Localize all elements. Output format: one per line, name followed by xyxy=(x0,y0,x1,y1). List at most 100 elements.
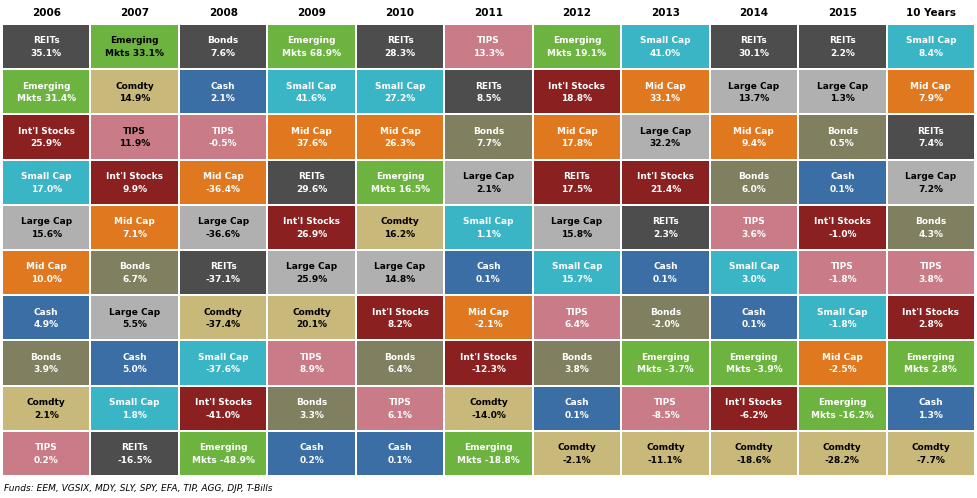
Text: 5.5%: 5.5% xyxy=(122,320,148,329)
Text: 20.1%: 20.1% xyxy=(296,320,327,329)
Text: REITs: REITs xyxy=(475,82,502,91)
Text: Funds: EEM, VGSIX, MDY, SLY, SPY, EFA, TIP, AGG, DJP, T-Bills: Funds: EEM, VGSIX, MDY, SLY, SPY, EFA, T… xyxy=(4,484,273,493)
Bar xyxy=(887,251,974,294)
Text: Int'l Stocks: Int'l Stocks xyxy=(903,308,959,317)
Bar xyxy=(180,251,267,294)
Text: Bonds: Bonds xyxy=(739,172,770,181)
Text: Cash: Cash xyxy=(299,443,324,452)
Text: 13.3%: 13.3% xyxy=(473,49,504,58)
Text: Comdty: Comdty xyxy=(558,443,596,452)
Bar xyxy=(710,70,797,114)
Bar xyxy=(3,296,90,340)
Text: -36.4%: -36.4% xyxy=(205,185,240,194)
Text: Small Cap: Small Cap xyxy=(198,353,248,362)
Bar xyxy=(180,432,267,475)
Bar xyxy=(446,432,531,475)
Text: TIPS: TIPS xyxy=(654,398,677,407)
Text: Large Cap: Large Cap xyxy=(197,217,249,226)
Bar xyxy=(533,386,620,430)
Text: 1.3%: 1.3% xyxy=(829,94,855,103)
Text: 2008: 2008 xyxy=(209,8,237,18)
Text: 25.9%: 25.9% xyxy=(30,139,62,148)
Bar xyxy=(622,296,708,340)
Text: 15.7%: 15.7% xyxy=(562,275,593,284)
Text: -41.0%: -41.0% xyxy=(206,411,240,420)
Text: Mid Cap: Mid Cap xyxy=(822,353,863,362)
Text: Mid Cap: Mid Cap xyxy=(25,262,66,271)
Bar xyxy=(269,206,355,249)
Text: Mid Cap: Mid Cap xyxy=(114,217,155,226)
Text: REITs: REITs xyxy=(387,36,413,45)
Text: REITs: REITs xyxy=(33,36,60,45)
Text: -37.4%: -37.4% xyxy=(205,320,240,329)
Text: Cash: Cash xyxy=(34,308,59,317)
Text: Int'l Stocks: Int'l Stocks xyxy=(18,127,74,136)
Bar xyxy=(180,160,267,204)
Bar xyxy=(799,70,885,114)
Text: Comdty: Comdty xyxy=(823,443,862,452)
Text: 2.3%: 2.3% xyxy=(653,230,678,239)
Text: 14.8%: 14.8% xyxy=(384,275,415,284)
Text: -6.2%: -6.2% xyxy=(740,411,768,420)
Text: 18.8%: 18.8% xyxy=(562,94,592,103)
Text: TIPS: TIPS xyxy=(919,262,942,271)
Text: 35.1%: 35.1% xyxy=(30,49,62,58)
Text: Small Cap: Small Cap xyxy=(729,262,779,271)
Text: Int'l Stocks: Int'l Stocks xyxy=(283,217,340,226)
Text: Emerging: Emerging xyxy=(641,353,690,362)
Text: 2013: 2013 xyxy=(651,8,680,18)
Text: TIPS: TIPS xyxy=(743,217,765,226)
Bar xyxy=(92,206,178,249)
Text: TIPS: TIPS xyxy=(35,443,58,452)
Bar xyxy=(887,206,974,249)
Text: 28.3%: 28.3% xyxy=(385,49,415,58)
Bar xyxy=(887,25,974,68)
Text: 16.2%: 16.2% xyxy=(385,230,415,239)
Bar xyxy=(533,206,620,249)
Text: TIPS: TIPS xyxy=(831,262,854,271)
Text: Mkts -3.7%: Mkts -3.7% xyxy=(637,366,694,374)
Text: 6.4%: 6.4% xyxy=(388,366,412,374)
Text: Large Cap: Large Cap xyxy=(21,217,71,226)
Text: Mid Cap: Mid Cap xyxy=(911,82,952,91)
Text: 0.1%: 0.1% xyxy=(388,456,412,465)
Bar xyxy=(446,25,531,68)
Bar xyxy=(3,70,90,114)
Bar xyxy=(622,251,708,294)
Text: 2015: 2015 xyxy=(828,8,857,18)
Bar xyxy=(533,432,620,475)
Text: 14.9%: 14.9% xyxy=(119,94,150,103)
Text: 2010: 2010 xyxy=(386,8,414,18)
Bar xyxy=(887,160,974,204)
Bar xyxy=(269,160,355,204)
Text: Large Cap: Large Cap xyxy=(463,172,514,181)
Text: 2012: 2012 xyxy=(563,8,591,18)
Text: REITs: REITs xyxy=(564,172,590,181)
Text: 0.1%: 0.1% xyxy=(829,185,855,194)
Text: 2014: 2014 xyxy=(740,8,769,18)
Text: 2.2%: 2.2% xyxy=(829,49,855,58)
Text: Bonds: Bonds xyxy=(827,127,858,136)
Text: Emerging: Emerging xyxy=(464,443,513,452)
Bar xyxy=(3,116,90,158)
Text: 3.3%: 3.3% xyxy=(299,411,324,420)
Bar xyxy=(92,386,178,430)
Bar xyxy=(3,25,90,68)
Text: Emerging: Emerging xyxy=(21,82,70,91)
Text: Bonds: Bonds xyxy=(384,353,415,362)
Bar xyxy=(357,25,444,68)
Text: Mid Cap: Mid Cap xyxy=(380,127,420,136)
Bar xyxy=(622,386,708,430)
Bar xyxy=(799,25,885,68)
Bar xyxy=(887,70,974,114)
Text: -2.0%: -2.0% xyxy=(651,320,680,329)
Text: Mid Cap: Mid Cap xyxy=(645,82,686,91)
Text: 10 Years: 10 Years xyxy=(906,8,956,18)
Bar xyxy=(357,342,444,384)
Text: Cash: Cash xyxy=(388,443,412,452)
Text: 26.9%: 26.9% xyxy=(296,230,327,239)
Bar xyxy=(446,160,531,204)
Text: 2009: 2009 xyxy=(297,8,326,18)
Text: Comdty: Comdty xyxy=(646,443,685,452)
Text: Comdty: Comdty xyxy=(26,398,65,407)
